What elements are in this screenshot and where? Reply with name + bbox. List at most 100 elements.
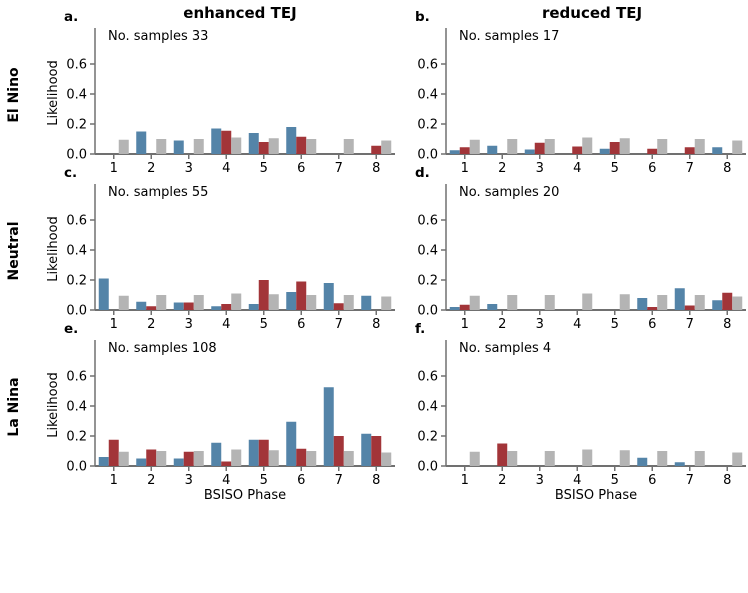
bar-gray-phase-3 xyxy=(193,451,204,466)
x-tick-label: 1 xyxy=(110,317,118,330)
bar-blue-phase-6 xyxy=(286,127,297,154)
x-tick-label: 3 xyxy=(185,473,193,486)
samples-label: No. samples 33 xyxy=(108,29,208,44)
bar-red-phase-2 xyxy=(146,306,157,310)
bar-red-phase-8 xyxy=(722,292,733,310)
row-label-el-nino: El Nino xyxy=(6,67,22,123)
x-tick-label: 3 xyxy=(536,317,544,330)
bar-gray-phase-8 xyxy=(732,452,743,466)
panel-plot: 0.0 0.2 0.4 0.6 1 2 3 4 5 6 7 8 No. samples 33 xyxy=(66,28,395,176)
bar-gray-phase-5 xyxy=(619,294,630,310)
bar-red-phase-7 xyxy=(333,436,344,466)
panel-letter-f: f. xyxy=(415,321,426,337)
x-tick-label: 8 xyxy=(723,317,731,330)
y-tick-label: 0.0 xyxy=(66,460,87,475)
x-tick-label: 2 xyxy=(498,161,506,174)
x-tick-label: 4 xyxy=(573,473,581,486)
samples-label: No. samples 17 xyxy=(459,29,559,44)
bar-blue-phase-4 xyxy=(211,128,222,154)
bar-blue-phase-6 xyxy=(286,292,297,310)
y-tick-label: 0.4 xyxy=(417,88,438,103)
x-tick-label: 1 xyxy=(461,317,469,330)
samples-label: No. samples 20 xyxy=(459,185,559,200)
panel-plot: 0.0 0.2 0.4 0.6 1 2 3 4 5 6 7 8 No. samples 20 xyxy=(417,184,746,332)
x-tick-label: 1 xyxy=(461,161,469,174)
bar-gray-phase-5 xyxy=(619,138,630,154)
bar-blue-phase-1 xyxy=(98,278,109,310)
bar-red-phase-4 xyxy=(221,130,232,154)
x-tick-label: 5 xyxy=(260,473,268,486)
bar-blue-phase-5 xyxy=(248,133,259,154)
x-tick-label: 6 xyxy=(297,317,305,330)
x-tick-label: 7 xyxy=(335,473,343,486)
bar-gray-phase-3 xyxy=(193,295,204,310)
bar-blue-phase-4 xyxy=(211,306,222,310)
y-axis-label-c: Likelihood xyxy=(46,216,61,282)
panel-c: 0.0 0.2 0.4 0.6 1 2 3 4 5 6 7 8 No. samples 55 xyxy=(60,180,400,332)
x-tick-label: 8 xyxy=(372,473,380,486)
bar-gray-phase-8 xyxy=(381,140,392,154)
bar-red-phase-2 xyxy=(146,449,157,466)
bar-blue-phase-3 xyxy=(173,302,184,310)
panel-a: 0.0 0.2 0.4 0.6 1 2 3 4 5 6 7 8 No. samples 33 xyxy=(60,24,400,176)
bar-gray-phase-3 xyxy=(544,295,555,310)
bar-red-phase-5 xyxy=(258,280,269,310)
bar-gray-phase-7 xyxy=(343,139,354,154)
bar-blue-phase-1 xyxy=(449,150,460,154)
x-axis-label-f: BSISO Phase xyxy=(554,488,638,503)
column-title-enhanced-tej: enhanced TEJ xyxy=(183,4,297,22)
bar-gray-phase-4 xyxy=(582,449,593,466)
bar-gray-phase-7 xyxy=(694,451,705,466)
bar-blue-phase-8 xyxy=(712,147,723,154)
bar-gray-phase-4 xyxy=(582,293,593,310)
bar-gray-phase-1 xyxy=(118,295,129,310)
bar-gray-phase-3 xyxy=(544,139,555,154)
panel-letter-b: b. xyxy=(415,9,430,25)
x-tick-label: 7 xyxy=(335,161,343,174)
bar-red-phase-1 xyxy=(108,439,119,466)
bar-gray-phase-6 xyxy=(657,451,668,466)
y-tick-label: 0.4 xyxy=(66,88,87,103)
x-tick-label: 8 xyxy=(372,161,380,174)
samples-label: No. samples 108 xyxy=(108,341,217,356)
bar-gray-phase-6 xyxy=(657,295,668,310)
bar-blue-phase-7 xyxy=(323,283,334,310)
bar-gray-phase-6 xyxy=(306,139,317,154)
y-tick-label: 0.0 xyxy=(417,304,438,319)
x-tick-label: 8 xyxy=(372,317,380,330)
y-tick-label: 0.6 xyxy=(417,58,438,73)
x-tick-label: 6 xyxy=(648,161,656,174)
y-tick-label: 0.6 xyxy=(417,370,438,385)
panel-letter-e: e. xyxy=(64,321,79,337)
x-tick-label: 2 xyxy=(498,473,506,486)
bar-blue-phase-2 xyxy=(487,304,498,310)
bar-red-phase-5 xyxy=(258,142,269,154)
bar-gray-phase-5 xyxy=(268,138,279,154)
y-tick-label: 0.2 xyxy=(66,430,87,445)
x-tick-label: 2 xyxy=(147,317,155,330)
row-label-neutral: Neutral xyxy=(6,221,22,281)
x-tick-label: 6 xyxy=(648,317,656,330)
panel-plot: 0.0 0.2 0.4 0.6 1 2 3 4 5 6 7 8 No. samples 17 xyxy=(417,28,746,176)
x-tick-label: 5 xyxy=(611,317,619,330)
bar-red-phase-6 xyxy=(296,448,307,466)
bar-gray-phase-5 xyxy=(268,450,279,466)
bar-gray-phase-2 xyxy=(156,451,167,466)
bar-red-phase-3 xyxy=(183,302,194,310)
x-tick-label: 7 xyxy=(335,317,343,330)
bar-gray-phase-8 xyxy=(381,296,392,310)
x-tick-label: 7 xyxy=(686,317,694,330)
y-tick-label: 0.0 xyxy=(66,304,87,319)
bar-gray-phase-1 xyxy=(469,451,480,466)
row-label-la-nina: La Nina xyxy=(6,377,22,437)
bar-red-phase-7 xyxy=(333,303,344,310)
y-tick-label: 0.4 xyxy=(66,400,87,415)
panel-plot: 0.0 0.2 0.4 0.6 1 2 3 4 5 6 7 8 No. samples 108 xyxy=(66,340,395,488)
bar-red-phase-4 xyxy=(572,146,583,154)
bar-gray-phase-1 xyxy=(469,295,480,310)
bar-blue-phase-6 xyxy=(637,298,648,310)
bar-gray-phase-7 xyxy=(343,295,354,310)
bar-blue-phase-2 xyxy=(487,145,498,154)
bar-gray-phase-6 xyxy=(306,295,317,310)
